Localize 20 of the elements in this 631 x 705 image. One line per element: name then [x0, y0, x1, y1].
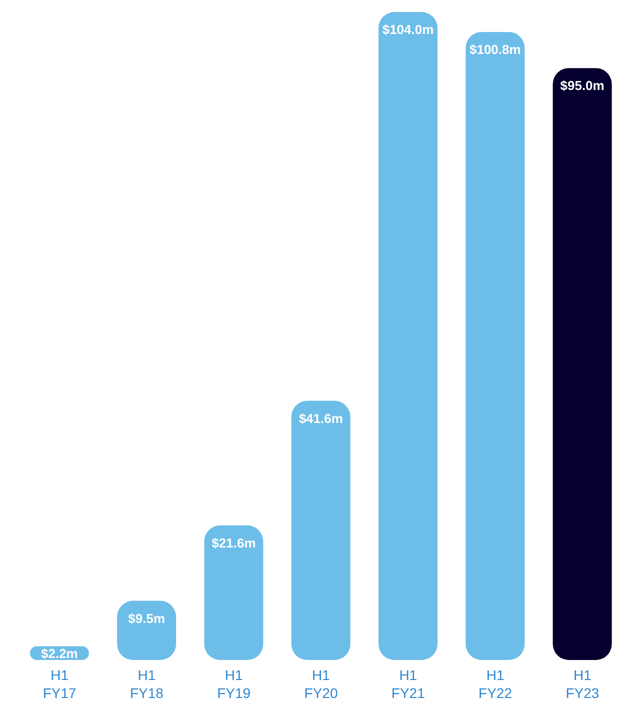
data-label: $41.6m: [298, 410, 343, 426]
x-tick-label: H1 FY21: [391, 667, 426, 701]
bar: [204, 525, 264, 660]
data-label: $100.8m: [469, 42, 521, 57]
bar: [552, 68, 612, 660]
x-tick-label: H1 FY20: [304, 667, 338, 701]
x-tick-label: H1 FY17: [42, 667, 77, 701]
data-label: $21.6m: [212, 535, 256, 550]
x-tick-label: H1 FY23: [566, 667, 600, 701]
bar: [378, 12, 438, 660]
x-tick-label: H1 FY19: [217, 667, 251, 701]
data-label: $95.0m: [560, 78, 604, 94]
x-tick-label: H1 FY22: [478, 667, 512, 701]
x-tick-label: H1 FY18: [130, 667, 164, 701]
bar: [117, 600, 176, 660]
bar: [291, 400, 350, 660]
data-label: $104.0m: [382, 22, 434, 37]
data-label: $2.2m: [41, 646, 78, 662]
bar: [466, 32, 525, 660]
data-label: $9.5m: [128, 610, 166, 626]
